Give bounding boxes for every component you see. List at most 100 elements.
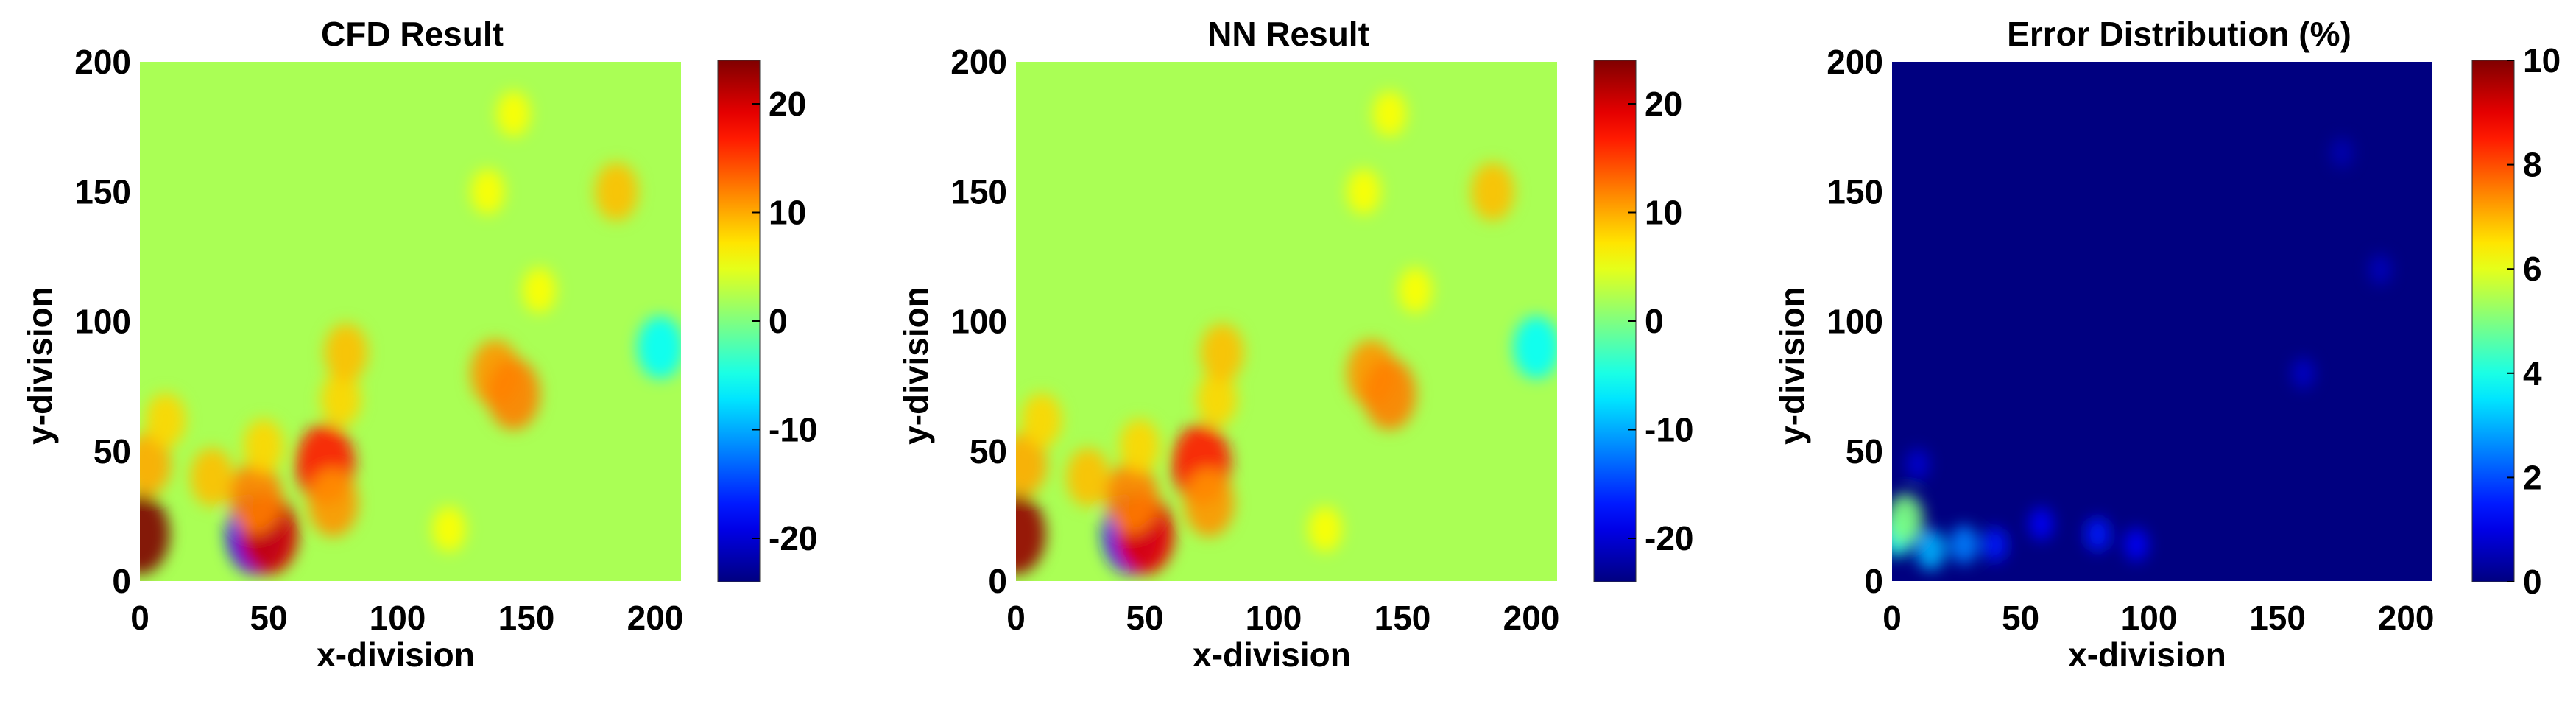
x-tick-label: 100 xyxy=(370,599,426,637)
heatmap-feature xyxy=(1982,527,2008,563)
heatmap-feature xyxy=(470,169,505,215)
heatmap-feature xyxy=(1915,529,1946,571)
colorbar-tick-label: 20 xyxy=(769,85,806,123)
x-tick-label: 150 xyxy=(498,599,555,637)
heatmap-feature xyxy=(1200,323,1244,382)
colorbar-tick-label: 6 xyxy=(2523,250,2542,288)
heatmap-feature xyxy=(145,393,186,448)
heatmap-feature xyxy=(2291,358,2315,389)
y-tick-label: 50 xyxy=(93,432,131,471)
heatmap-feature xyxy=(1016,494,1046,575)
heatmap-feature xyxy=(637,316,681,379)
x-axis-label: x-division xyxy=(1193,636,1351,674)
x-tick-label: 0 xyxy=(130,599,149,637)
heatmap-feature xyxy=(1363,358,1416,430)
heatmap-feature xyxy=(324,323,368,382)
y-tick-label: 200 xyxy=(74,43,131,81)
y-tick-label: 0 xyxy=(988,562,1007,600)
heatmap-2 xyxy=(1016,62,1557,581)
heatmap-feature xyxy=(1347,169,1381,215)
colorbar-tick-label: 8 xyxy=(2523,146,2542,184)
heatmap-feature xyxy=(496,91,531,137)
heatmap-feature xyxy=(1398,267,1433,313)
heatmap-feature xyxy=(1196,372,1238,426)
y-tick-label: 50 xyxy=(1846,432,1883,471)
chart-title: CFD Result xyxy=(321,15,504,53)
colorbar-tick-label: 0 xyxy=(2523,563,2542,601)
heatmap-feature xyxy=(229,462,283,534)
y-tick-label: 50 xyxy=(970,432,1007,471)
y-axis-label: y-division xyxy=(21,286,59,445)
y-tick-label: 200 xyxy=(1827,43,1883,81)
colorbar-tick-label: 0 xyxy=(769,302,788,340)
chart-title: NN Result xyxy=(1207,15,1369,53)
heatmap-feature xyxy=(1119,418,1160,474)
heatmap-feature xyxy=(1016,432,1048,496)
heatmap-feature xyxy=(140,432,172,496)
heatmap-feature xyxy=(1906,448,1930,480)
colorbar-tick-label: 10 xyxy=(1645,194,1682,232)
x-tick-label: 0 xyxy=(1882,599,1902,637)
heatmap-3 xyxy=(1892,62,2432,581)
heatmap-feature xyxy=(320,372,361,426)
colorbar-tick-label: -20 xyxy=(1645,519,1693,557)
y-tick-label: 150 xyxy=(950,172,1007,211)
y-tick-label: 0 xyxy=(1864,562,1883,600)
x-axis-label: x-division xyxy=(2068,636,2226,674)
colorbar-tick-label: 4 xyxy=(2523,354,2542,393)
colorbar-tick-label: -10 xyxy=(1645,411,1693,449)
x-tick-label: 100 xyxy=(2121,599,2178,637)
heatmap-background xyxy=(1892,62,2432,581)
y-tick-label: 150 xyxy=(1827,172,1883,211)
heatmap-feature xyxy=(1021,393,1062,448)
x-tick-label: 200 xyxy=(1503,599,1560,637)
colorbar-tick-label: -20 xyxy=(769,519,817,557)
x-tick-label: 150 xyxy=(1375,599,1431,637)
heatmap-feature xyxy=(432,506,466,552)
heatmap-feature xyxy=(2123,528,2149,562)
heatmap-feature xyxy=(190,448,234,507)
x-tick-label: 200 xyxy=(2378,599,2435,637)
heatmap-feature xyxy=(1471,162,1514,221)
heatmap-feature xyxy=(1105,462,1159,534)
x-tick-label: 0 xyxy=(1006,599,1026,637)
heatmap-feature xyxy=(1513,316,1557,379)
y-axis-label: y-division xyxy=(1773,286,1811,445)
heatmap-feature xyxy=(308,469,359,537)
heatmap-feature xyxy=(2028,507,2054,541)
x-tick-label: 150 xyxy=(2249,599,2306,637)
heatmap-feature xyxy=(1372,91,1407,137)
chart-title: Error Distribution (%) xyxy=(2007,15,2351,53)
y-tick-label: 100 xyxy=(950,303,1007,341)
x-tick-label: 50 xyxy=(250,599,287,637)
heatmap-feature xyxy=(1184,469,1235,537)
heatmap-feature xyxy=(1949,525,1979,564)
y-tick-label: 150 xyxy=(74,172,131,211)
colorbar-tick-label: -10 xyxy=(769,411,817,449)
heatmap-feature xyxy=(2084,517,2111,552)
heatmap-feature xyxy=(2368,254,2392,285)
colorbar-tick-label: 2 xyxy=(2523,458,2542,496)
heatmap-1 xyxy=(140,62,681,581)
x-tick-label: 100 xyxy=(1246,599,1302,637)
panel-3: Error Distribution (%) 0 50 100 150 200 0 50 100… xyxy=(1773,15,2561,674)
colorbar-tick-label: 0 xyxy=(1645,302,1664,340)
y-tick-label: 100 xyxy=(74,303,131,341)
x-tick-label: 50 xyxy=(1126,599,1163,637)
heatmap-feature xyxy=(1308,506,1342,552)
y-tick-label: 100 xyxy=(1827,303,1883,341)
heatmap-feature xyxy=(1066,448,1110,507)
heatmap-feature xyxy=(522,267,557,313)
heatmap-feature xyxy=(487,358,540,430)
colorbar xyxy=(2471,60,2515,582)
y-tick-label: 200 xyxy=(950,43,1007,81)
x-tick-label: 50 xyxy=(2002,599,2039,637)
colorbar-tick-label: 20 xyxy=(1645,85,1682,123)
x-tick-label: 200 xyxy=(627,599,684,637)
x-axis-label: x-division xyxy=(317,636,475,674)
heatmap-feature xyxy=(1892,493,1924,544)
y-tick-label: 0 xyxy=(112,562,131,600)
